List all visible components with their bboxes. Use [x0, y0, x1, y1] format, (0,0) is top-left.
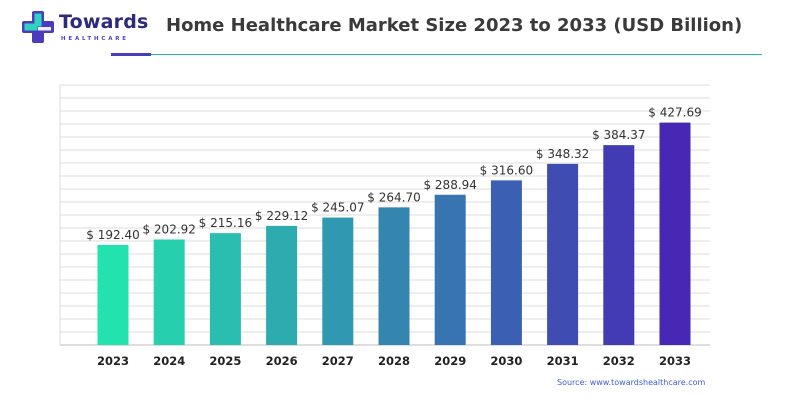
value-label-2025: $ 215.16	[199, 216, 252, 230]
bar-2031[interactable]	[547, 163, 579, 345]
value-label-2023: $ 192.40	[86, 228, 139, 242]
bar-2023[interactable]	[97, 244, 129, 345]
value-label-2031: $ 348.32	[536, 147, 589, 161]
value-label-2033: $ 427.69	[648, 106, 701, 120]
bar-2026[interactable]	[266, 225, 298, 345]
chart-title: Home Healthcare Market Size 2023 to 2033…	[166, 15, 743, 36]
bar-2028[interactable]	[378, 207, 410, 345]
bar-2033[interactable]	[659, 122, 691, 345]
value-label-2028: $ 264.70	[367, 190, 420, 204]
logo-subtitle: HEALTHCARE	[61, 36, 129, 42]
x-tick-2026: 2026	[266, 354, 298, 368]
value-labels: $ 192.40 $ 202.92 $ 215.16$ 229.12$ 245.07…	[86, 106, 701, 242]
bars	[97, 122, 691, 345]
bar-2032[interactable]	[603, 145, 635, 345]
value-label-2029: $ 288.94	[423, 178, 476, 192]
logo-wordmark: Towards	[59, 11, 149, 33]
source-note[interactable]: Source: www.towardshealthcare.com	[557, 378, 706, 387]
medical-cross-icon	[22, 11, 54, 43]
bar-2027[interactable]	[322, 217, 354, 345]
title-accent-rule	[111, 53, 151, 56]
x-tick-2029: 2029	[434, 354, 466, 368]
x-tick-2023: 2023	[97, 354, 129, 368]
bar-2025[interactable]	[209, 233, 241, 345]
x-tick-2027: 2027	[322, 354, 354, 368]
x-tick-2030: 2030	[490, 354, 522, 368]
x-tick-2025: 2025	[209, 354, 241, 368]
bar-2029[interactable]	[434, 194, 466, 345]
x-tick-2033: 2033	[659, 354, 691, 368]
x-tick-2032: 2032	[603, 354, 635, 368]
bar-2024[interactable]	[153, 239, 185, 345]
x-tick-2028: 2028	[378, 354, 410, 368]
brand-logo[interactable]: Towards HEALTHCARE	[22, 9, 172, 49]
title-underline	[151, 54, 762, 55]
value-label-2027: $ 245.07	[311, 201, 364, 215]
x-tick-2031: 2031	[547, 354, 579, 368]
value-label-2026: $ 229.12	[255, 209, 308, 223]
x-tick-labels: 2023 2024 2025 2026 2027 2028 2029 2030 2031 2032…	[97, 354, 691, 368]
value-label-2024: $ 202.92	[142, 222, 195, 236]
x-tick-2024: 2024	[153, 354, 185, 368]
value-label-2030: $ 316.60	[480, 163, 533, 177]
value-label-2032: $ 384.37	[592, 128, 645, 142]
bar-2030[interactable]	[490, 180, 522, 345]
